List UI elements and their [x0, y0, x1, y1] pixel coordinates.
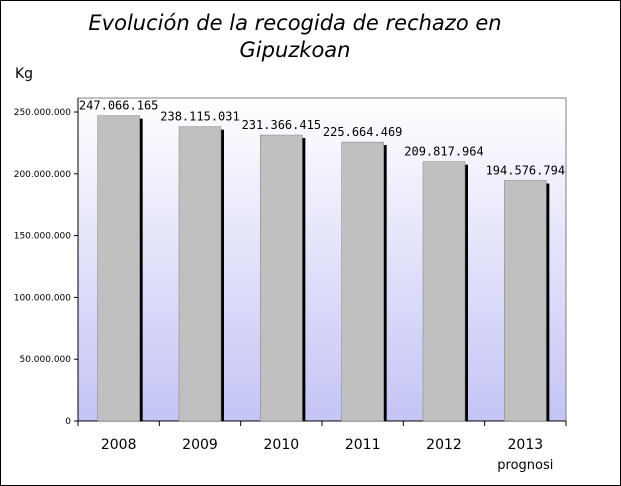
x-tick-label: 2011 [345, 437, 381, 453]
data-label: 247.066.165 [79, 99, 158, 113]
x-tick-label: 2010 [264, 437, 300, 453]
chart-title-line-1: Evolución de la recogida de rechazo en [88, 11, 502, 35]
chart-title: Evolución de la recogida de rechazo en G… [60, 10, 530, 64]
y-axis-label: Kg [15, 66, 34, 82]
x-tick-label: 2013 [508, 437, 544, 453]
x-axis: 2008 2009 2010 2011 2012 2013 prognosi [77, 420, 567, 473]
bar-2011 [341, 141, 384, 422]
plot-area [77, 97, 567, 422]
y-tick-label: 0 [65, 417, 71, 427]
data-label: 194.576.794 [486, 164, 565, 178]
bar-series [97, 115, 550, 422]
y-tick-label: 50.000.000 [19, 355, 71, 365]
data-label: 238.115.031 [160, 110, 239, 124]
data-label: 225.664.469 [323, 125, 402, 139]
chart-title-line-2: Gipuzkoan [239, 38, 351, 62]
bar-2008 [97, 115, 140, 422]
x-tick-note: prognosi [497, 458, 553, 473]
data-label: 209.817.964 [404, 145, 483, 159]
data-label: 231.366.415 [242, 118, 321, 132]
y-tick-label: 100.000.000 [14, 293, 72, 303]
x-tick-label: 2012 [426, 437, 462, 453]
bar-2013 [504, 180, 547, 422]
y-tick-label: 200.000.000 [14, 170, 72, 180]
y-tick-label: 150.000.000 [14, 232, 72, 242]
x-tick-label: 2009 [182, 437, 218, 453]
x-tick-label: 2008 [101, 437, 137, 453]
y-axis: 0 50.000.000 100.000.000 150.000.000 200.000… [14, 98, 79, 427]
bar-2010 [260, 134, 303, 422]
y-tick-label: 250.000.000 [14, 108, 72, 118]
data-labels: 247.066.165238.115.031231.366.415225.664… [79, 99, 565, 178]
bar-2012 [422, 161, 466, 422]
bar-2009 [178, 126, 222, 422]
